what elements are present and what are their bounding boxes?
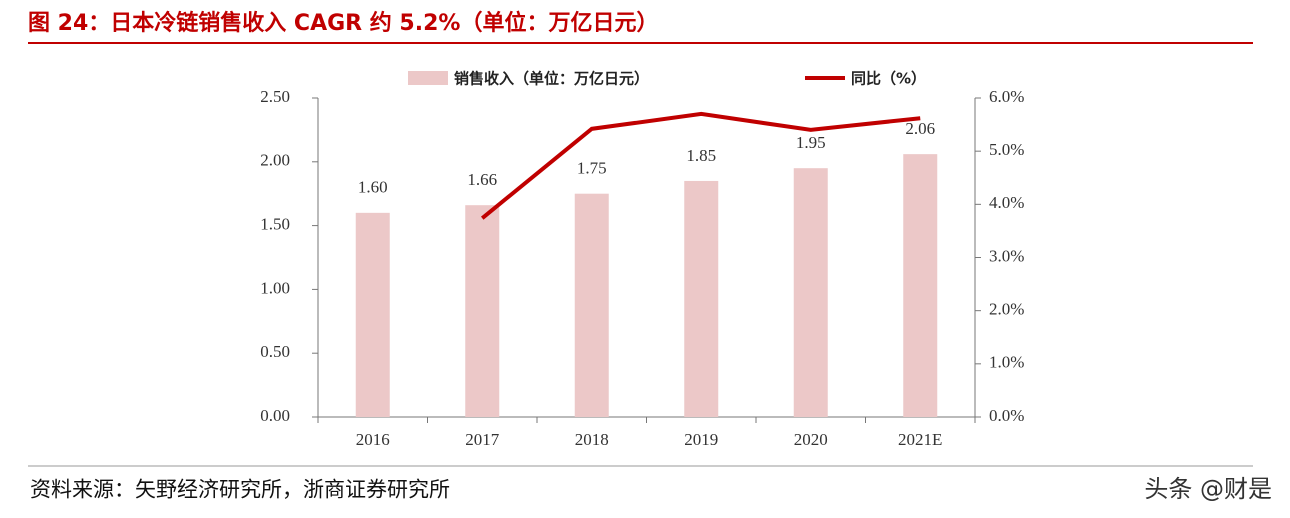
data-label: 1.95 (796, 133, 826, 152)
y-tick-label: 1.50 (260, 215, 290, 234)
y2-tick-label: 3.0% (989, 246, 1024, 265)
legend-swatch (408, 71, 448, 85)
data-label: 1.85 (686, 146, 716, 165)
y2-tick-label: 2.0% (989, 300, 1024, 319)
x-tick-label: 2021E (898, 430, 942, 449)
y-tick-label: 0.50 (260, 342, 290, 361)
bar (684, 180, 719, 417)
data-label: 1.75 (577, 159, 607, 178)
x-tick-label: 2018 (575, 430, 609, 449)
y-tick-label: 0.00 (260, 406, 290, 425)
y-tick-label: 2.50 (260, 87, 290, 106)
data-label: 1.66 (467, 170, 497, 189)
y2-tick-label: 0.0% (989, 406, 1024, 425)
x-tick-label: 2019 (684, 430, 718, 449)
y2-tick-label: 6.0% (989, 87, 1024, 106)
data-label: 2.06 (905, 119, 935, 138)
y-tick-label: 2.00 (260, 151, 290, 170)
source-note: 资料来源：矢野经济研究所，浙商证券研究所 (30, 478, 450, 502)
bar (574, 193, 609, 417)
x-tick-label: 2020 (794, 430, 828, 449)
x-tick-label: 2017 (465, 430, 500, 449)
y2-tick-label: 1.0% (989, 353, 1024, 372)
line-series (480, 111, 921, 220)
legend-label: 同比（%） (851, 70, 926, 88)
watermark: 头条 @财是 (1144, 475, 1272, 503)
x-tick-label: 2016 (356, 430, 390, 449)
y-tick-label: 1.00 (260, 278, 290, 297)
bar (903, 154, 938, 418)
y2-tick-label: 4.0% (989, 193, 1024, 212)
bar (465, 205, 500, 417)
y2-tick-label: 5.0% (989, 140, 1024, 159)
data-label: 1.60 (358, 178, 388, 197)
chart-title: 图 24：日本冷链销售收入 CAGR 约 5.2%（单位：万亿日元） (28, 10, 658, 36)
bar (793, 168, 828, 417)
bar (355, 212, 390, 417)
legend-label: 销售收入（单位：万亿日元） (454, 70, 649, 88)
